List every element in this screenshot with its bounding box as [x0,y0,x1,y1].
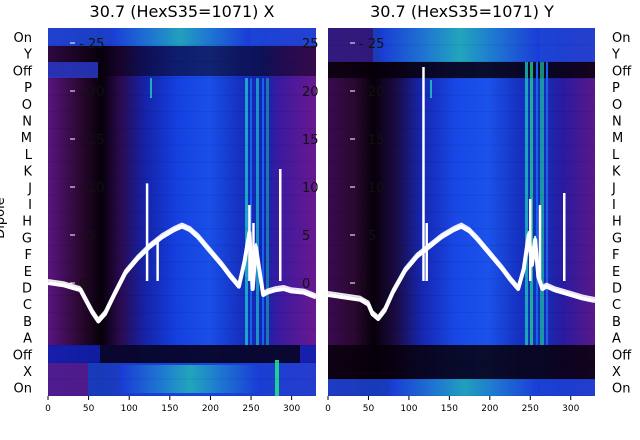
trace-left [48,169,316,324]
overlay-tick-label-right-edge: 0 [302,277,310,292]
row-label-left: Off [13,348,33,363]
x-tick-label-right: 50 [363,404,375,414]
row-label-left: X [23,365,32,380]
x-tick-label-right: 0 [325,404,331,414]
row-label-right: G [612,231,622,246]
overlay-tick-label-left: - 15 [79,133,104,148]
row-label-left: On [14,31,32,46]
row-label-left: Y [23,48,32,63]
row-label-left: G [22,231,32,246]
panel-right: 30.7 (HexS35=1071) Y - 25 - 20 - 15 - 10 - 5… [325,2,632,414]
overlay-tick-label-left: - 20 [79,85,104,100]
overlay-tick-label-left: 0 [79,277,87,292]
row-label-left: P [24,81,32,96]
row-label-left: N [22,115,32,130]
row-label-right: On [612,31,630,46]
x-tick-label-right: 100 [400,404,417,414]
overlay-tick-label-right: 0 [359,277,367,292]
heatmap-left [48,28,316,396]
row-label-right: O [612,98,622,113]
overlay-tick-label-left: - 10 [79,181,104,196]
row-label-right: On [612,382,630,397]
white-trace-upper-left [48,222,316,320]
row-label-right: L [612,148,620,163]
overlay-tick-label-right: - 20 [359,85,384,100]
overlay-ticks-left: - 25 - 20 - 15 - 10 - 5 0 25 20 15 10 5 0 [70,37,319,292]
row-label-left: H [22,215,32,230]
x-tick-label-right: 200 [481,404,498,414]
white-trace-upper-right [328,222,595,317]
x-ticks-left: 0 50 100 150 200 250 300 [45,396,300,414]
x-tick-label-left: 250 [242,404,259,414]
row-label-right: Y [611,48,620,63]
row-label-left: M [21,131,32,146]
overlay-tick-label-right-edge: 10 [302,181,319,196]
row-label-left: K [23,165,32,180]
row-label-right: B [612,315,621,330]
row-label-left: L [25,148,33,163]
x-tick-label-left: 300 [283,404,300,414]
row-label-right: N [612,115,622,130]
row-label-right: J [611,181,616,196]
row-label-left: E [24,265,32,280]
x-tick-label-right: 300 [562,404,579,414]
row-label-left: C [23,298,32,313]
row-label-right: K [612,165,621,180]
row-label-right: F [612,248,619,263]
x-ticks-right: 0 50 100 150 200 250 300 [325,396,580,414]
row-label-left: D [22,282,32,297]
overlay-tick-label-right: - 25 [359,37,384,52]
overlay-tick-label-left: - 5 [79,229,96,244]
overlay-tick-label-right: - 10 [359,181,384,196]
row-label-right: H [612,215,622,230]
x-tick-label-right: 250 [522,404,539,414]
row-label-left: J [27,181,32,196]
row-label-left: B [23,315,32,330]
overlay-tick-label-right: - 5 [359,229,376,244]
row-label-right: M [612,131,623,146]
row-label-left: On [14,382,32,397]
row-label-right: D [612,282,622,297]
row-label-right: A [612,332,621,347]
white-trace-left [48,224,316,324]
overlay-tick-label-right-edge: 5 [302,229,310,244]
row-label-left: F [25,248,32,263]
panel-left-title: 30.7 (HexS35=1071) X [90,2,275,21]
row-label-right: P [612,81,620,96]
x-tick-label-left: 0 [45,404,51,414]
panel-left: 30.7 (HexS35=1071) X Dipole [0,2,319,414]
row-label-right: I [612,198,616,213]
heatmap-right [328,28,595,396]
panel-right-title: 30.7 (HexS35=1071) Y [370,2,554,21]
row-label-right: C [612,298,621,313]
x-tick-label-left: 50 [83,404,95,414]
x-tick-label-left: 150 [161,404,178,414]
row-label-right: Off [612,348,632,363]
overlay-tick-label-right-edge: 20 [302,85,319,100]
x-tick-label-left: 200 [202,404,219,414]
overlay-tick-label-right: - 15 [359,133,384,148]
overlay-tick-label-right-edge: 15 [302,133,319,148]
x-tick-label-right: 150 [441,404,458,414]
row-label-right: X [612,365,621,380]
overlay-ticks-right: - 25 - 20 - 15 - 10 - 5 0 [350,37,384,292]
overlay-tick-label-left: - 25 [79,37,104,52]
trace-right [328,67,595,321]
row-label-left: I [28,198,32,213]
row-label-left: Off [13,64,33,79]
row-label-left: O [22,98,32,113]
y-axis-label: Dipole [0,197,8,238]
row-label-right: E [612,265,620,280]
row-label-right: Off [612,64,632,79]
white-trace-right [328,224,595,321]
row-label-left: A [23,332,32,347]
overlay-tick-label-right-edge: 25 [302,37,319,52]
x-tick-label-left: 100 [121,404,138,414]
